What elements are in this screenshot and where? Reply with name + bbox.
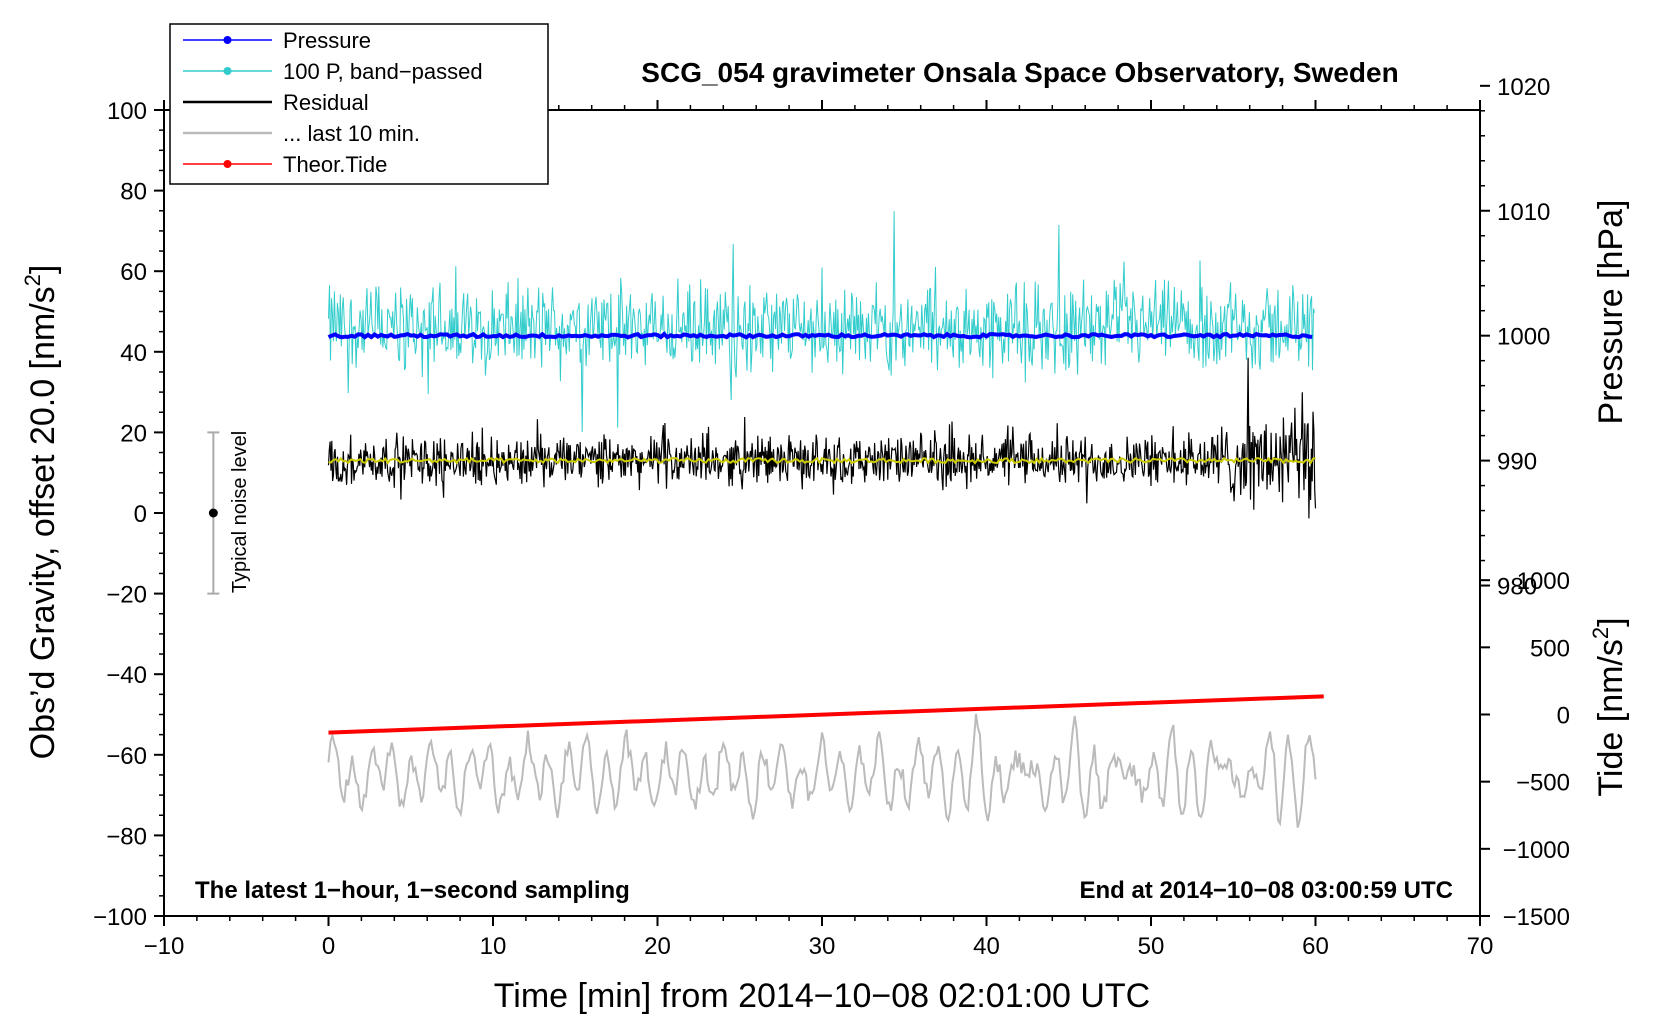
- pressure-tick-label: 1010: [1497, 199, 1550, 226]
- y-left-tick-label: −100: [93, 904, 147, 931]
- tide-tick-label: 0: [1557, 703, 1570, 730]
- pressure-tick-label: 980: [1497, 574, 1537, 601]
- y-left-tick-label: 0: [134, 501, 147, 528]
- x-tick-label: 0: [322, 933, 335, 960]
- noise-bar: Typical noise level: [207, 431, 251, 595]
- legend-label: Residual: [283, 90, 369, 115]
- tide-tick-label: −1000: [1503, 837, 1570, 864]
- x-tick-label: 40: [973, 933, 1000, 960]
- noise-bar-label: Typical noise level: [229, 431, 251, 593]
- y-left-tick-label: 100: [107, 98, 147, 125]
- tide-label-end: ]: [1592, 617, 1630, 626]
- legend-marker: [223, 36, 232, 44]
- legend-label: Theor.Tide: [283, 152, 387, 177]
- x-tick-label: 50: [1138, 933, 1165, 960]
- tide-tick-label: −1500: [1503, 904, 1570, 931]
- legend-label: 100 P, band−passed: [283, 59, 483, 84]
- y-axis-left-label: Obs’d Gravity, offset 20.0 [nm/s2]: [20, 265, 62, 760]
- series-pressure: [327, 331, 1313, 340]
- series-theor-tide: [328, 694, 1324, 735]
- series-band-passed: [328, 211, 1315, 433]
- y-left-tick-label: −20: [106, 582, 147, 609]
- noise-bar-dot: [208, 508, 218, 518]
- tide-tick-label: 1000: [1517, 568, 1570, 595]
- y-left-tick-label: −40: [106, 662, 147, 689]
- series-group: [327, 211, 1324, 828]
- tide-label-superscript: 2: [1588, 627, 1613, 639]
- x-axis-label: Time [min] from 2014−10−08 02:01:00 UTC: [494, 977, 1150, 1015]
- legend-label: Pressure: [283, 28, 371, 53]
- y-axis-left-ticks: −100 −80 −60 −40 −20 0 20 40 60 80 100: [93, 98, 164, 931]
- y-left-tick-label: 40: [120, 340, 147, 367]
- x-tick-label: 70: [1467, 933, 1494, 960]
- y-axis-left-label-superscript: 2: [20, 274, 45, 286]
- y-left-tick-label: −80: [106, 823, 147, 850]
- series-residual-smoothed: [328, 456, 1316, 465]
- series-residual: [327, 357, 1317, 519]
- x-tick-label: 20: [644, 933, 671, 960]
- pressure-tick-label: 990: [1497, 449, 1537, 476]
- tide-tick-label: −500: [1516, 770, 1570, 797]
- annotation-end-time: End at 2014−10−08 03:00:59 UTC: [1079, 877, 1453, 904]
- pressure-tick-label: 1000: [1497, 324, 1550, 351]
- y-left-tick-label: 80: [120, 179, 147, 206]
- y-left-tick-label: 60: [120, 259, 147, 286]
- y-left-tick-label: 20: [120, 420, 147, 447]
- legend-marker: [223, 160, 232, 168]
- y-left-tick-label: −60: [106, 743, 147, 770]
- y-axis-right-tide-label: Tide [nm/s2]: [1588, 617, 1630, 796]
- legend-label: ... last 10 min.: [283, 121, 420, 146]
- legend-marker: [223, 67, 232, 75]
- x-tick-label: −10: [144, 933, 185, 960]
- legend-items: Pressure 100 P, band−passed Residual ... la…: [183, 28, 483, 177]
- tide-label-text: Tide [nm/s: [1592, 639, 1630, 796]
- x-tick-label: 60: [1302, 933, 1329, 960]
- pressure-tick-label: 1020: [1497, 74, 1550, 101]
- legend: Pressure 100 P, band−passed Residual ... la…: [169, 23, 549, 185]
- x-axis-ticks: −10 0 10 20 30 40 50 60 70: [144, 100, 1494, 960]
- y-axis-right-pressure-label: Pressure [hPa]: [1592, 200, 1630, 425]
- annotation-sampling: The latest 1−hour, 1−second sampling: [195, 877, 630, 904]
- chart-title: SCG_054 gravimeter Onsala Space Observat…: [641, 57, 1398, 88]
- x-tick-label: 10: [480, 933, 507, 960]
- legend-box: [169, 23, 549, 185]
- y-axis-left-label-end: ]: [24, 265, 62, 274]
- series-last-10-min: [327, 713, 1317, 828]
- y-axis-right-ticks: 9809901000101010201030−1500−1000−5000500…: [1480, 74, 1570, 931]
- y-axis-left-label-text: Obs’d Gravity, offset 20.0 [nm/s: [24, 286, 62, 759]
- tide-tick-label: 500: [1530, 635, 1570, 662]
- x-tick-label: 30: [809, 933, 836, 960]
